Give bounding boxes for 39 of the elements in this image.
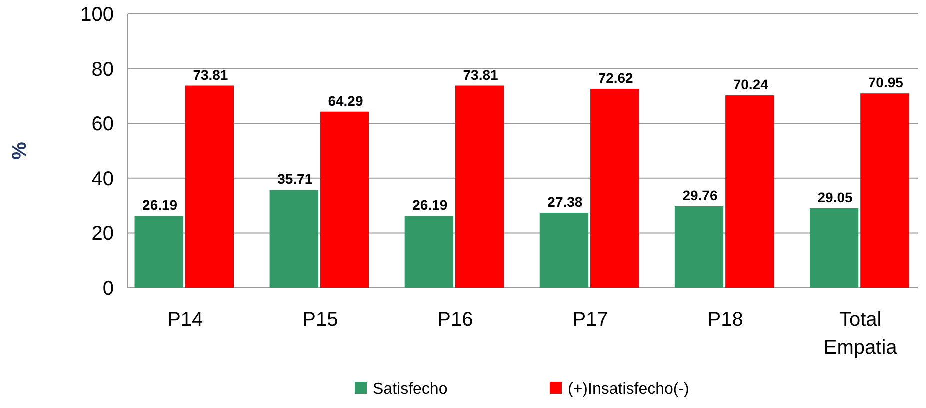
x-tick-label: P14 bbox=[168, 309, 204, 331]
bar bbox=[185, 86, 234, 288]
legend-label: (+)Insatisfecho(-) bbox=[568, 381, 690, 398]
data-label: 73.81 bbox=[463, 66, 499, 83]
data-label: 72.62 bbox=[598, 70, 634, 86]
y-tick-label: 80 bbox=[92, 58, 114, 81]
y-tick-label: 0 bbox=[102, 278, 114, 300]
data-label: 29.05 bbox=[818, 189, 854, 206]
data-label: 27.38 bbox=[548, 194, 583, 210]
y-tick-label: 100 bbox=[80, 4, 114, 26]
data-label: 35.71 bbox=[278, 171, 313, 188]
bar bbox=[404, 216, 454, 288]
y-tick-label: 40 bbox=[92, 168, 114, 190]
bar bbox=[320, 112, 370, 288]
x-tick-label: P17 bbox=[572, 309, 608, 331]
data-label: 29.76 bbox=[682, 187, 718, 204]
data-label: 26.19 bbox=[142, 197, 178, 214]
x-tick-label: P15 bbox=[302, 309, 338, 331]
bar bbox=[455, 86, 504, 288]
bar bbox=[810, 208, 859, 288]
x-tick-label: P18 bbox=[708, 309, 744, 331]
y-tick-label: 20 bbox=[92, 223, 114, 246]
x-tick-label: Total Empatia bbox=[824, 309, 898, 359]
y-axis-title: % bbox=[9, 142, 31, 160]
data-label: 73.81 bbox=[193, 66, 228, 83]
bar bbox=[674, 206, 724, 288]
bar bbox=[860, 94, 910, 288]
data-label: 70.95 bbox=[868, 74, 904, 91]
data-label: 26.19 bbox=[412, 197, 448, 214]
bar bbox=[590, 89, 640, 288]
bar bbox=[540, 212, 589, 288]
y-tick-label: 60 bbox=[92, 114, 114, 136]
bar bbox=[726, 96, 774, 288]
bar bbox=[270, 190, 318, 288]
x-tick-label: P16 bbox=[438, 309, 474, 331]
bar bbox=[134, 216, 184, 288]
data-label: 64.29 bbox=[328, 92, 364, 109]
data-label: 70.24 bbox=[733, 76, 769, 93]
legend-label: Satisfecho bbox=[373, 381, 448, 398]
